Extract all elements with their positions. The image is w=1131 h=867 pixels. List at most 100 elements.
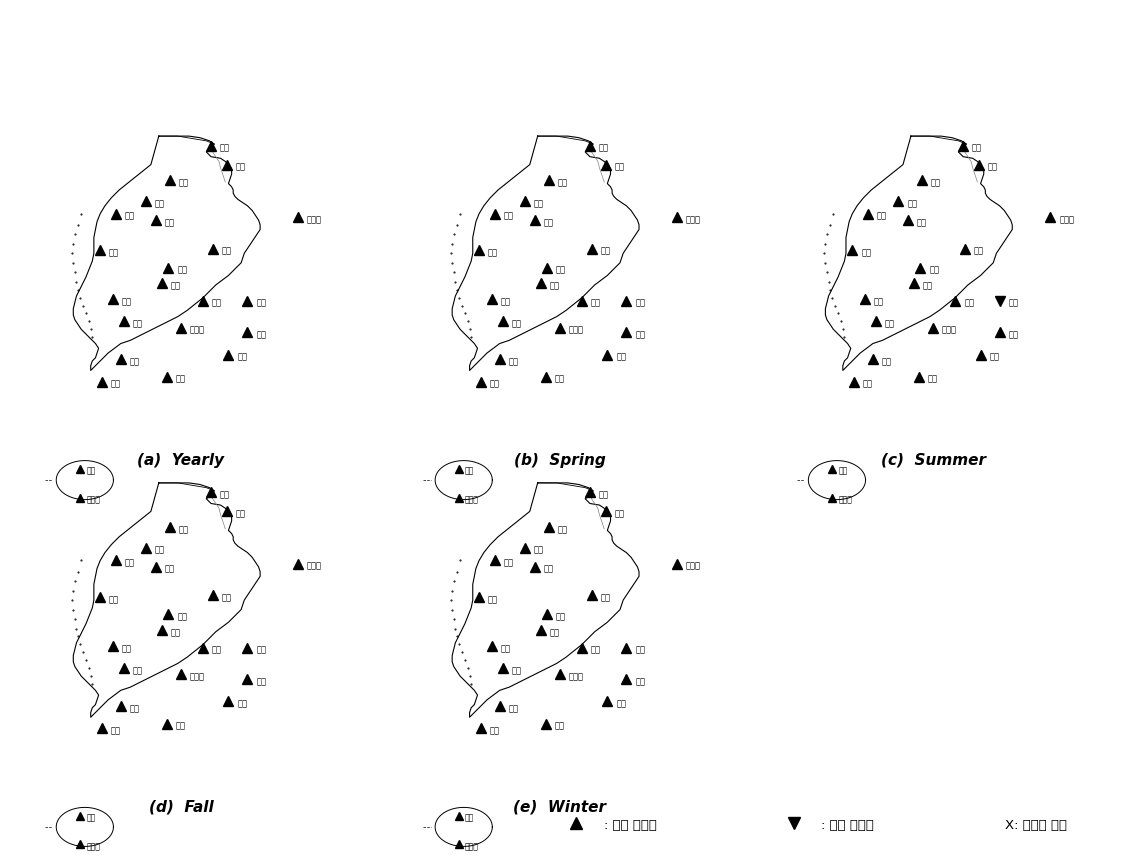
Text: 수동영: 수동영: [190, 673, 205, 681]
Text: 서울: 서울: [534, 199, 544, 208]
Text: 군산: 군산: [122, 644, 131, 653]
Text: 서산: 서산: [109, 595, 119, 604]
Text: 전주: 전주: [132, 319, 143, 329]
Text: 부산: 부산: [616, 353, 627, 362]
Text: 부산: 부산: [238, 353, 248, 362]
Text: 강릇: 강릇: [614, 163, 624, 172]
Text: 대전: 대전: [171, 629, 181, 637]
Text: 목포: 목포: [490, 380, 500, 388]
Text: 광주: 광주: [509, 357, 518, 367]
Text: 포항: 포항: [636, 299, 645, 308]
Text: 대구: 대구: [211, 299, 222, 308]
Text: 안동: 안동: [601, 246, 611, 256]
Text: 대전: 대전: [550, 629, 560, 637]
Text: 제주: 제주: [86, 813, 95, 822]
Text: 올렇도: 올렇도: [685, 562, 701, 570]
Text: 울산: 울산: [257, 677, 266, 687]
Text: 속초: 속초: [972, 144, 982, 153]
Text: 강릇: 강릇: [235, 163, 245, 172]
Text: 올렇도: 올렇도: [685, 215, 701, 224]
Text: 청주: 청주: [178, 612, 187, 622]
Text: 제주: 제주: [465, 813, 474, 822]
Text: : 증가 경향성: : 증가 경향성: [604, 819, 656, 832]
Text: 전주: 전주: [511, 319, 521, 329]
Text: 속초: 속초: [598, 144, 608, 153]
Text: 수원: 수원: [164, 565, 174, 574]
Text: 수동영: 수동영: [569, 673, 584, 681]
Text: 포항: 포항: [636, 646, 645, 655]
Text: 대구: 대구: [590, 299, 601, 308]
Text: 서귀포: 서귀포: [86, 495, 100, 504]
Text: 광주: 광주: [130, 357, 139, 367]
Text: 춘천: 춘천: [558, 525, 568, 534]
Text: 안동: 안동: [222, 246, 232, 256]
Text: 서귀포: 서귀포: [838, 495, 852, 504]
Text: 포항: 포항: [257, 299, 266, 308]
Text: 여수: 여수: [554, 375, 564, 384]
Text: 수원: 수원: [543, 565, 553, 574]
Text: 군산: 군산: [501, 297, 510, 306]
Text: 춘천: 춘천: [931, 179, 941, 187]
Text: 춘천: 춘천: [558, 179, 568, 187]
Text: 전주: 전주: [511, 666, 521, 675]
Text: 전주: 전주: [132, 666, 143, 675]
Text: 울산: 울산: [257, 330, 266, 340]
Text: 대전: 대전: [923, 282, 933, 290]
Text: 올렇도: 올렇도: [307, 215, 322, 224]
Text: 춘천: 춘천: [179, 525, 189, 534]
Text: 목포: 목포: [111, 380, 121, 388]
Text: 대전: 대전: [171, 282, 181, 290]
Text: 대전: 대전: [550, 282, 560, 290]
Text: 춘천: 춘천: [179, 179, 189, 187]
Text: 서산: 서산: [861, 248, 871, 257]
Text: 인천: 인천: [503, 558, 513, 568]
Text: 서귀포: 서귀포: [465, 495, 478, 504]
Text: 서울: 서울: [907, 199, 917, 208]
Text: 목포: 목포: [490, 727, 500, 735]
Text: 부산: 부산: [616, 700, 627, 708]
Text: 전주: 전주: [884, 319, 895, 329]
Text: 서울: 서울: [534, 546, 544, 555]
Text: 안동: 안동: [601, 593, 611, 603]
Text: 청주: 청주: [178, 265, 187, 275]
Text: 수동영: 수동영: [569, 326, 584, 335]
Text: 올렇도: 올렇도: [1059, 215, 1074, 224]
Text: 울산: 울산: [1009, 330, 1018, 340]
Text: 부산: 부산: [238, 700, 248, 708]
Text: 대구: 대구: [211, 646, 222, 655]
Text: (e)  Winter: (e) Winter: [513, 799, 606, 814]
Text: 수원: 수원: [543, 218, 553, 227]
Text: 인천: 인천: [503, 212, 513, 221]
Text: 여수: 여수: [175, 721, 185, 731]
Text: (c)  Summer: (c) Summer: [881, 453, 985, 467]
Text: 목포: 목포: [863, 380, 873, 388]
Text: 강릇: 강릇: [987, 163, 998, 172]
Text: 청주: 청주: [556, 612, 566, 622]
Text: 수동영: 수동영: [190, 326, 205, 335]
Text: 군산: 군산: [122, 297, 131, 306]
Text: 제주: 제주: [86, 466, 95, 475]
Text: 서귀포: 서귀포: [465, 842, 478, 851]
Text: 대구: 대구: [964, 299, 974, 308]
Text: 광주: 광주: [882, 357, 891, 367]
Text: 속초: 속초: [219, 491, 230, 499]
Text: 여수: 여수: [554, 721, 564, 731]
Text: (a)  Yearly: (a) Yearly: [137, 453, 225, 467]
Text: 서산: 서산: [487, 595, 498, 604]
Text: 서울: 서울: [155, 546, 165, 555]
Text: 포항: 포항: [1009, 299, 1018, 308]
Text: 목포: 목포: [111, 727, 121, 735]
Text: 청주: 청주: [556, 265, 566, 275]
Text: 포항: 포항: [257, 646, 266, 655]
Text: 강릇: 강릇: [614, 510, 624, 518]
Text: 수동영: 수동영: [942, 326, 957, 335]
Text: 여수: 여수: [927, 375, 938, 384]
Text: 인천: 인천: [124, 212, 135, 221]
Text: 인천: 인천: [124, 558, 135, 568]
Text: (d)  Fall: (d) Fall: [148, 799, 214, 814]
Text: 광주: 광주: [130, 704, 139, 714]
Text: 제주: 제주: [838, 466, 847, 475]
Text: 서산: 서산: [487, 248, 498, 257]
Text: (b)  Spring: (b) Spring: [513, 453, 606, 467]
Text: 올렇도: 올렇도: [307, 562, 322, 570]
